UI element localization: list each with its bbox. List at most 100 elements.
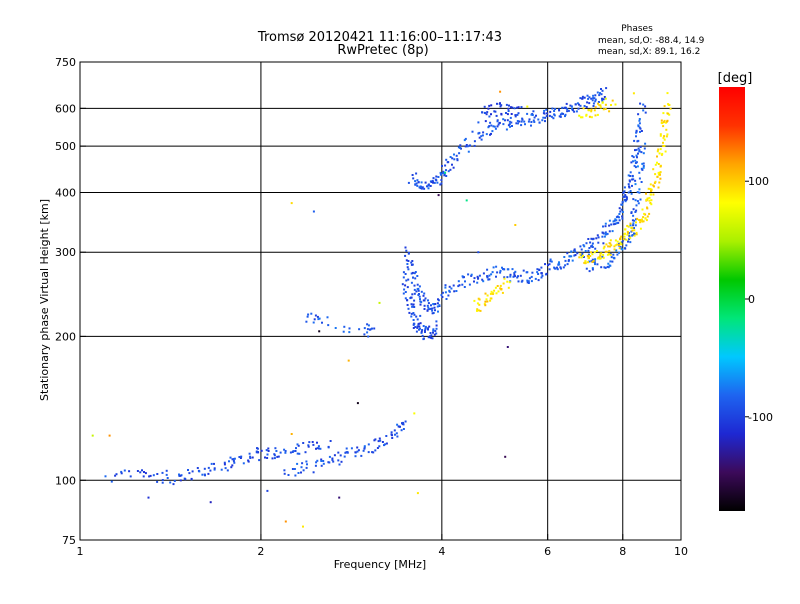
data-point	[599, 92, 601, 95]
data-point	[588, 96, 591, 99]
data-point	[556, 266, 558, 269]
data-point	[373, 327, 376, 330]
x-tick-label: 1	[77, 545, 84, 558]
data-point	[566, 110, 569, 113]
data-point	[482, 280, 485, 283]
data-point	[623, 190, 626, 193]
data-point	[108, 434, 111, 437]
data-point	[621, 201, 624, 204]
data-point	[489, 121, 492, 124]
data-points	[91, 87, 672, 528]
data-point	[432, 177, 435, 180]
data-point	[499, 90, 502, 93]
data-point	[635, 154, 638, 157]
data-point	[114, 474, 117, 477]
data-point	[595, 237, 598, 240]
data-point	[624, 247, 627, 250]
data-point	[566, 108, 569, 111]
data-point	[581, 97, 584, 100]
data-point	[526, 279, 529, 282]
data-point	[635, 131, 638, 134]
data-point	[496, 271, 499, 274]
data-point	[641, 218, 643, 221]
data-point	[371, 327, 373, 330]
data-point	[585, 242, 588, 245]
data-point	[473, 140, 476, 143]
data-point	[468, 283, 471, 286]
data-point	[161, 481, 164, 484]
data-point	[363, 327, 366, 330]
data-point	[314, 314, 317, 317]
data-point	[628, 179, 631, 182]
data-point	[231, 458, 234, 461]
data-point	[591, 242, 594, 245]
data-point	[477, 277, 480, 280]
data-point	[404, 297, 407, 300]
data-point	[659, 134, 662, 137]
data-point	[363, 445, 366, 448]
data-point	[626, 224, 629, 227]
data-point	[350, 447, 353, 450]
data-point	[559, 115, 562, 118]
data-point	[574, 254, 577, 256]
data-point	[484, 300, 487, 303]
data-point	[478, 303, 481, 306]
data-point	[191, 470, 194, 473]
data-point	[366, 328, 369, 331]
data-point	[128, 470, 131, 473]
data-point	[484, 120, 487, 123]
data-point	[378, 301, 381, 304]
data-point	[629, 236, 632, 239]
data-point	[342, 330, 345, 333]
data-point	[614, 103, 617, 106]
data-point	[356, 446, 359, 449]
data-point	[184, 478, 187, 481]
data-point	[618, 213, 621, 215]
data-point	[580, 248, 583, 251]
data-point	[613, 257, 616, 260]
data-point	[300, 466, 303, 469]
data-point	[419, 298, 421, 301]
data-point	[571, 108, 574, 111]
data-point	[371, 451, 374, 454]
data-point	[411, 305, 414, 308]
data-point	[622, 238, 625, 241]
data-point	[343, 455, 346, 458]
data-point	[407, 307, 410, 310]
data-point	[305, 460, 308, 463]
data-point	[594, 247, 597, 250]
data-point	[404, 291, 407, 293]
data-point	[435, 320, 438, 323]
data-point	[522, 269, 525, 272]
data-point	[597, 102, 599, 105]
data-point	[413, 272, 416, 275]
data-point	[410, 315, 413, 318]
data-point	[638, 171, 641, 174]
data-point	[659, 165, 662, 168]
data-point	[493, 125, 496, 128]
data-point	[664, 150, 667, 153]
data-point	[416, 179, 419, 182]
data-point	[593, 109, 596, 112]
data-point	[627, 240, 629, 243]
data-point	[305, 320, 308, 323]
data-point	[662, 121, 665, 124]
data-point	[602, 108, 605, 111]
data-point	[290, 433, 293, 435]
data-point	[652, 184, 655, 187]
data-point	[570, 105, 573, 108]
data-point	[420, 331, 423, 334]
data-point	[477, 132, 480, 135]
data-point	[156, 480, 159, 483]
data-point	[161, 479, 164, 481]
data-point	[302, 525, 304, 528]
data-point	[302, 469, 305, 472]
data-point	[302, 442, 305, 444]
data-point	[666, 92, 669, 95]
data-point	[321, 321, 323, 324]
data-point	[320, 460, 323, 462]
data-point	[476, 308, 479, 311]
data-point	[590, 110, 593, 113]
data-point	[489, 299, 492, 302]
data-point	[584, 262, 587, 264]
